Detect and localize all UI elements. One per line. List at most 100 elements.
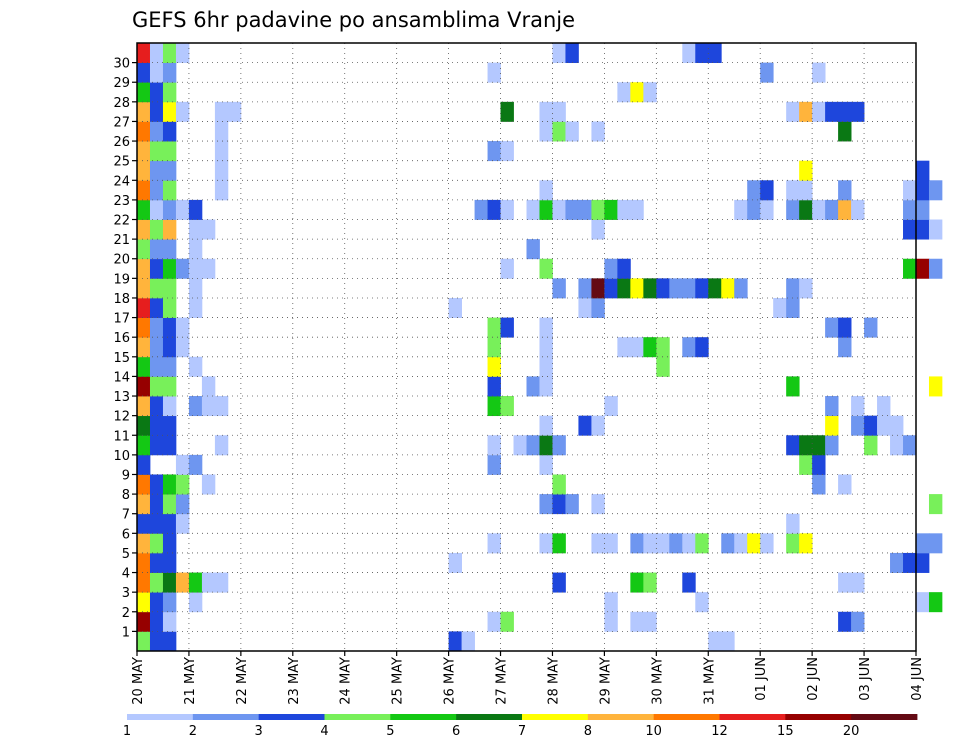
precip-cell <box>552 494 566 515</box>
legend-label: 2 <box>189 724 197 739</box>
precip-cell <box>175 258 190 279</box>
precip-cell <box>214 396 229 417</box>
precip-cell <box>630 611 644 632</box>
precip-cell <box>890 552 904 573</box>
y-tick-label: 23 <box>113 194 130 209</box>
precip-cell <box>669 278 683 299</box>
precip-cell <box>565 121 579 142</box>
precip-cell <box>137 592 151 613</box>
precip-cell <box>149 62 164 83</box>
precip-cell <box>695 592 709 613</box>
precip-cell <box>162 494 177 515</box>
precip-cell <box>773 297 787 318</box>
precip-cell <box>591 199 605 220</box>
precip-cell <box>851 396 865 417</box>
precip-cell <box>695 337 709 358</box>
precip-cell <box>149 474 164 495</box>
precip-cell <box>734 199 748 220</box>
legend-label: 7 <box>518 724 526 739</box>
y-tick-label: 30 <box>113 57 130 72</box>
y-tick-label: 9 <box>122 468 130 483</box>
precip-cell <box>188 239 203 260</box>
y-tick-label: 26 <box>113 135 130 150</box>
precip-cell <box>708 631 722 652</box>
precip-cell <box>149 356 164 377</box>
precip-cell <box>786 513 800 534</box>
legend-swatch <box>587 714 655 720</box>
precip-cell <box>578 297 592 318</box>
precip-cell <box>214 121 229 142</box>
y-tick-label: 25 <box>113 155 130 170</box>
precip-cell <box>201 219 216 240</box>
precip-cell <box>487 141 501 162</box>
precip-cell <box>137 435 151 456</box>
x-axis: 20 MAY 21 MAY 22 MAY 23 MAY 24 MAY 25 MAY 26 M… <box>131 651 925 705</box>
precip-cell <box>214 435 229 456</box>
precip-cell <box>643 337 657 358</box>
precip-cell <box>526 239 540 260</box>
precip-cell <box>162 160 177 181</box>
y-tick-label: 22 <box>113 214 130 229</box>
precip-cell <box>916 533 930 554</box>
x-tick-label: 02 JUN <box>806 657 821 701</box>
precip-cell <box>162 180 177 201</box>
precip-cell <box>838 611 852 632</box>
precip-cell <box>708 278 722 299</box>
precip-cell <box>916 258 930 279</box>
precip-cell <box>825 435 839 456</box>
precip-cell <box>890 435 904 456</box>
legend-label: 8 <box>584 724 592 739</box>
precip-cell <box>786 533 800 554</box>
precip-cell <box>669 533 683 554</box>
x-tick-label: 23 MAY <box>287 657 302 705</box>
precip-cell <box>539 258 553 279</box>
precip-cell <box>137 180 151 201</box>
precip-cell <box>812 454 826 475</box>
precip-cell <box>188 592 203 613</box>
legend-label: 20 <box>843 724 860 739</box>
legend-label: 4 <box>320 724 328 739</box>
precip-cell <box>812 199 826 220</box>
precip-cell <box>149 415 164 436</box>
precip-cell <box>487 454 501 475</box>
precip-cell <box>851 199 865 220</box>
precip-cell <box>799 160 813 181</box>
y-tick-label: 28 <box>113 96 130 111</box>
precip-cell <box>500 141 514 162</box>
precip-cell <box>137 121 151 142</box>
precip-cell <box>903 552 917 573</box>
precip-cell <box>864 415 878 436</box>
heatmap-cells <box>137 43 943 652</box>
precip-cell <box>149 494 164 515</box>
precip-cell <box>825 415 839 436</box>
precip-cell <box>175 494 190 515</box>
precip-cell <box>877 415 891 436</box>
precip-cell <box>591 415 605 436</box>
precip-cell <box>682 337 696 358</box>
chart-title: GEFS 6hr padavine po ansamblima Vranje <box>132 8 575 32</box>
legend-swatch <box>522 714 589 720</box>
precip-cell <box>552 121 566 142</box>
precip-cell <box>786 278 800 299</box>
y-tick-label: 21 <box>113 233 130 248</box>
y-tick-label: 11 <box>113 429 130 444</box>
y-tick-label: 17 <box>113 312 130 327</box>
precip-cell <box>656 533 670 554</box>
precip-cell <box>928 258 943 279</box>
precip-cell <box>851 415 865 436</box>
precip-cell <box>916 160 930 181</box>
precip-cell <box>539 199 553 220</box>
precip-cell <box>149 513 164 534</box>
precip-cell <box>149 278 164 299</box>
precip-cell <box>162 356 177 377</box>
precip-cell <box>162 199 177 220</box>
x-tick-label: 04 JUN <box>910 657 925 701</box>
precip-cell <box>864 317 878 338</box>
precip-cell <box>137 160 151 181</box>
precip-cell <box>137 552 151 573</box>
precip-cell <box>552 199 566 220</box>
precip-cell <box>500 199 514 220</box>
precip-cell <box>578 415 592 436</box>
precip-cell <box>565 494 579 515</box>
precip-cell <box>903 435 917 456</box>
